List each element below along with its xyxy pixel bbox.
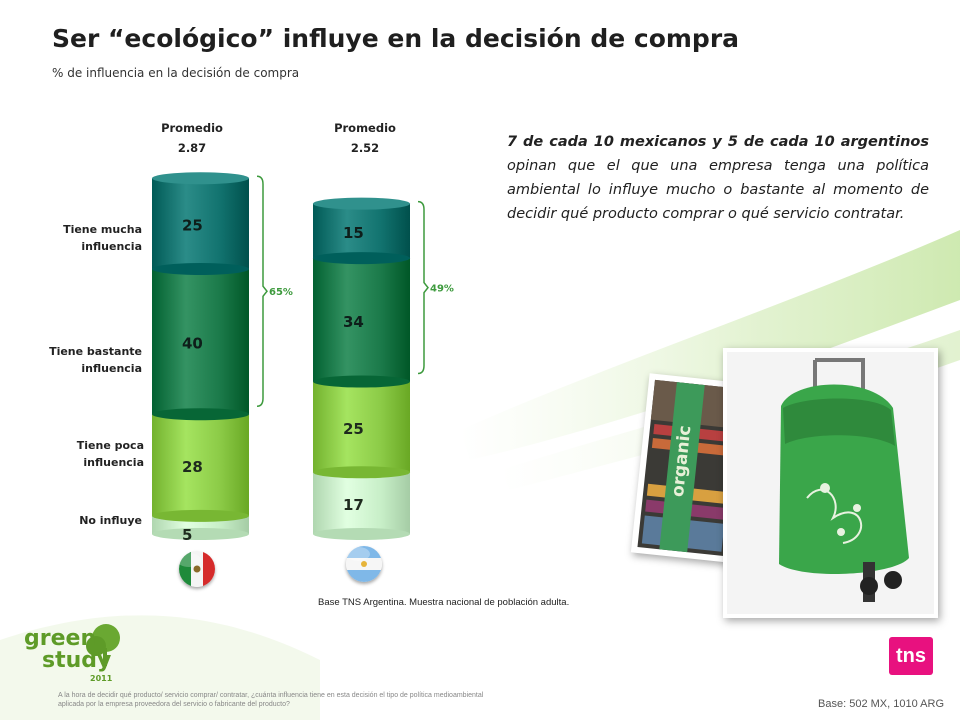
- insight-note-body: opinan que el que una empresa tenga una …: [507, 158, 929, 222]
- organic-store-photo: organic: [630, 373, 750, 563]
- green-study-logo: green study 2011: [18, 618, 128, 688]
- average-title: Promedio: [334, 121, 396, 135]
- bar-segment-tiene_poca-1: [313, 381, 410, 479]
- data-label-no_influye-0: 5: [182, 526, 192, 544]
- bar-top-cap-0: [152, 172, 249, 185]
- bar-segment-no_influye-1: [313, 472, 410, 540]
- average-value: 2.87: [177, 141, 207, 155]
- data-label-tiene_bastante-1: 34: [343, 313, 364, 331]
- row-label-tiene-poca: Tiene poca influencia: [44, 437, 144, 471]
- argentina-flag-icon: [346, 546, 382, 582]
- base-note: Base TNS Argentina. Muestra nacional de …: [318, 597, 570, 608]
- row-label-no-influye: No influye: [42, 512, 142, 529]
- green-bag-photo: [723, 348, 938, 618]
- row-label-line: Tiene bastante: [49, 345, 142, 358]
- data-label-tiene_mucha-1: 15: [343, 224, 364, 242]
- row-label-line: influencia: [81, 240, 142, 253]
- row-label-line: influencia: [83, 456, 144, 469]
- row-label-tiene-mucha: Tiene mucha influencia: [42, 221, 142, 255]
- bracket-0: [256, 175, 268, 407]
- bracket-label-1: 49%: [430, 284, 454, 295]
- insight-note: 7 de cada 10 mexicanos y 5 de cada 10 ar…: [507, 130, 929, 226]
- study-logo-word: study: [42, 648, 112, 673]
- bar-segment-tiene_mucha-1: [313, 203, 410, 265]
- footer-question: A la hora de decidir qué producto/ servi…: [58, 692, 484, 708]
- row-label-line: Tiene mucha: [63, 223, 142, 236]
- insight-note-highlight: 7 de cada 10 mexicanos y 5 de cada 10 ar…: [507, 134, 929, 150]
- average-label-mexico: Promedio 2.87: [142, 118, 242, 158]
- average-title: Promedio: [161, 121, 223, 135]
- logo-year: 2011: [90, 674, 113, 683]
- bar-segment-tiene_bastante-1: [313, 258, 410, 388]
- average-label-argentina: Promedio 2.52: [315, 118, 415, 158]
- bar-segment-tiene_poca-0: [152, 414, 249, 522]
- page-subtitle: % de influencia en la decisión de compra: [52, 66, 300, 80]
- data-label-tiene_mucha-0: 25: [182, 217, 203, 235]
- bracket-1: [417, 200, 429, 375]
- bar-segment-tiene_bastante-0: [152, 269, 249, 421]
- row-label-line: Tiene poca: [76, 439, 144, 452]
- tns-logo: tns: [889, 637, 933, 675]
- bracket-label-0: 65%: [269, 287, 293, 298]
- row-label-tiene-bastante: Tiene bastante influencia: [42, 343, 142, 377]
- page-title: Ser “ecológico” influye en la decisión d…: [52, 24, 740, 53]
- data-label-tiene_bastante-0: 40: [182, 335, 203, 353]
- bar-top-cap-1: [313, 197, 410, 210]
- row-label-line: No influye: [79, 514, 142, 527]
- data-label-no_influye-1: 17: [343, 496, 364, 514]
- bar-segment-tiene_mucha-0: [152, 178, 249, 276]
- row-label-line: influencia: [81, 362, 142, 375]
- green-logo-word: green: [24, 626, 97, 651]
- base-sample-size: Base: 502 MX, 1010 ARG: [818, 698, 944, 710]
- data-label-tiene_poca-1: 25: [343, 420, 364, 438]
- mexico-flag-icon: [179, 551, 215, 587]
- data-label-tiene_poca-0: 28: [182, 458, 203, 476]
- average-value: 2.52: [350, 141, 380, 155]
